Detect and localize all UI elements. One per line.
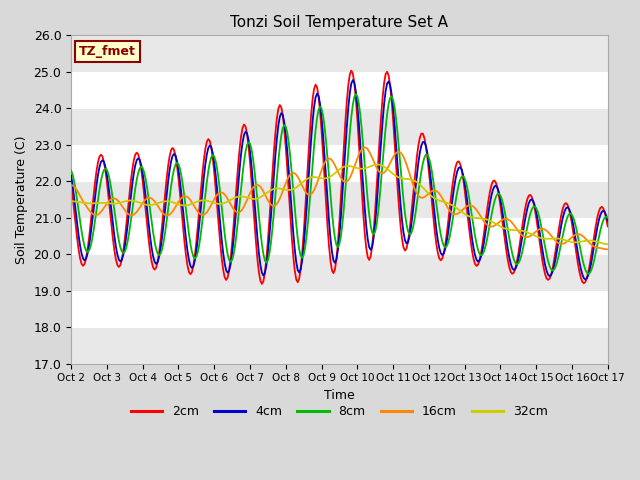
4cm — [82, 256, 90, 262]
Bar — [71, 181, 608, 218]
16cm — [361, 144, 369, 150]
16cm — [404, 166, 412, 172]
32cm — [604, 241, 612, 247]
2cm — [376, 135, 383, 141]
8cm — [584, 271, 592, 276]
2cm — [258, 281, 266, 287]
8cm — [67, 168, 75, 173]
2cm — [604, 224, 612, 229]
2cm — [406, 228, 413, 234]
4cm — [582, 276, 589, 282]
16cm — [82, 203, 90, 209]
4cm — [374, 182, 382, 188]
8cm — [392, 116, 400, 121]
16cm — [374, 168, 382, 173]
8cm — [540, 236, 547, 242]
32cm — [373, 162, 381, 168]
Y-axis label: Soil Temperature (C): Soil Temperature (C) — [15, 135, 28, 264]
32cm — [167, 199, 175, 204]
32cm — [392, 173, 400, 179]
Line: 4cm: 4cm — [71, 80, 608, 279]
8cm — [374, 210, 382, 216]
4cm — [540, 254, 547, 260]
16cm — [604, 247, 612, 252]
16cm — [167, 210, 175, 216]
32cm — [82, 200, 90, 206]
4cm — [392, 141, 400, 147]
4cm — [349, 77, 356, 83]
Legend: 2cm, 4cm, 8cm, 16cm, 32cm: 2cm, 4cm, 8cm, 16cm, 32cm — [126, 400, 553, 423]
2cm — [348, 68, 355, 73]
X-axis label: Time: Time — [324, 389, 355, 402]
16cm — [540, 226, 547, 232]
Line: 16cm: 16cm — [71, 147, 608, 250]
32cm — [540, 236, 547, 241]
32cm — [374, 162, 382, 168]
Bar — [71, 36, 608, 72]
32cm — [404, 176, 412, 182]
8cm — [404, 228, 412, 234]
2cm — [394, 184, 401, 190]
16cm — [392, 150, 400, 156]
8cm — [604, 215, 612, 221]
Text: TZ_fmet: TZ_fmet — [79, 45, 136, 58]
8cm — [82, 248, 90, 253]
Bar — [71, 108, 608, 145]
Line: 32cm: 32cm — [71, 165, 608, 244]
4cm — [167, 159, 175, 165]
4cm — [604, 218, 612, 224]
Bar — [71, 327, 608, 364]
32cm — [67, 198, 75, 204]
16cm — [67, 182, 75, 188]
4cm — [67, 172, 75, 178]
Line: 8cm: 8cm — [71, 94, 608, 274]
8cm — [167, 184, 175, 190]
Line: 2cm: 2cm — [71, 71, 608, 284]
Bar — [71, 254, 608, 291]
4cm — [404, 239, 412, 245]
2cm — [82, 255, 90, 261]
2cm — [167, 147, 175, 153]
Title: Tonzi Soil Temperature Set A: Tonzi Soil Temperature Set A — [230, 15, 449, 30]
2cm — [67, 180, 75, 186]
2cm — [541, 271, 549, 277]
8cm — [352, 91, 360, 97]
